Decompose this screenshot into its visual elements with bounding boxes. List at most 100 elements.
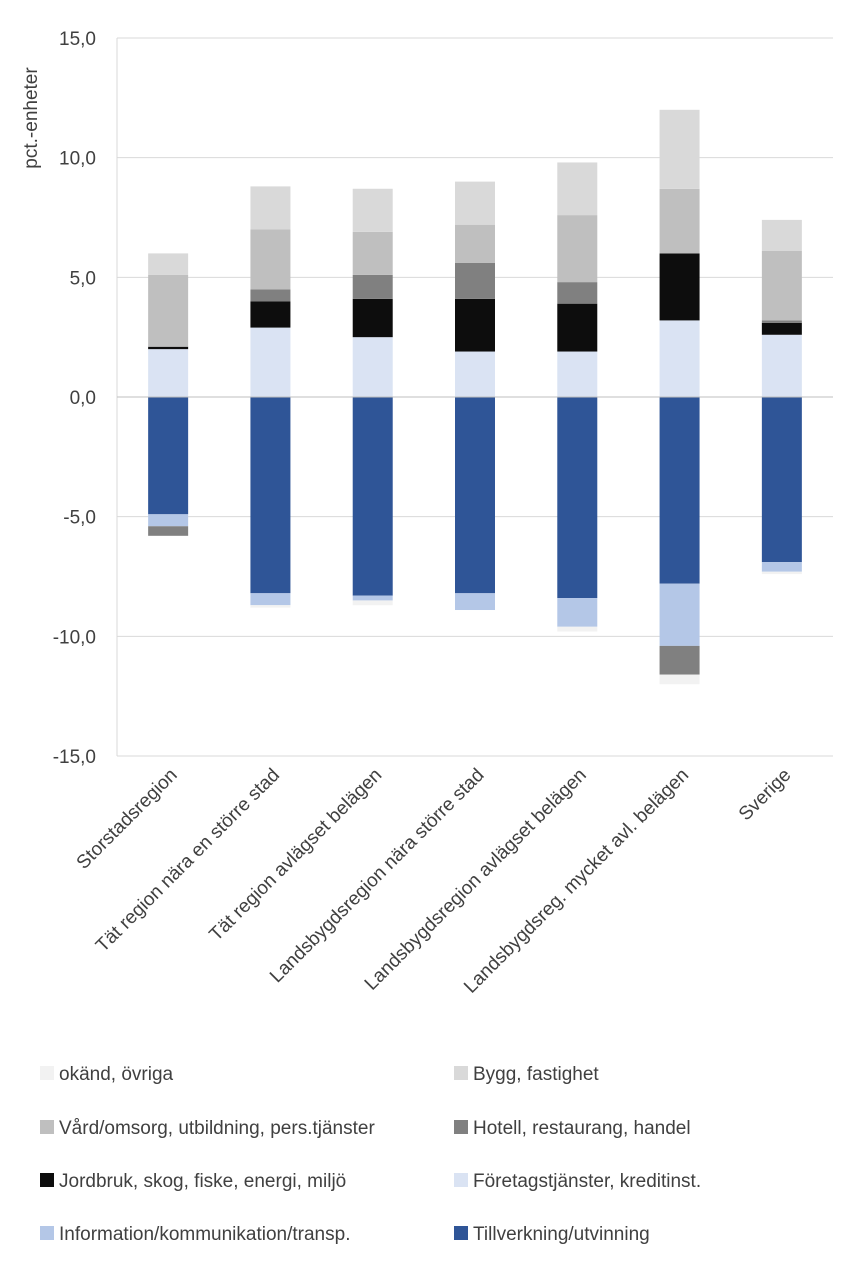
bar-segment: [455, 298, 495, 352]
bar-segment: [557, 626, 598, 632]
bar-segment: [761, 397, 802, 563]
y-tick-label: -10,0: [53, 627, 96, 648]
bar-segment: [352, 595, 393, 601]
legend-item: Företagstjänster, kreditinst.: [454, 1171, 701, 1192]
legend-item: Hotell, restaurang, handel: [454, 1118, 691, 1139]
category-label: Landsbygdsregion nära större stad: [266, 765, 488, 987]
bar-segment: [557, 303, 598, 352]
bar-segment: [148, 274, 189, 347]
y-tick-label: 5,0: [70, 268, 96, 289]
legend-label: Information/kommunikation/transp.: [59, 1224, 350, 1245]
y-tick-label: -15,0: [53, 747, 96, 768]
bar-segment: [761, 320, 802, 323]
legend-swatch: [454, 1173, 468, 1187]
bar-segment: [148, 397, 189, 515]
legend-swatch: [40, 1173, 54, 1187]
legend-label: Vård/omsorg, utbildning, pers.tjänster: [59, 1118, 375, 1139]
bar-segment: [250, 327, 291, 397]
bar-segment: [148, 349, 189, 397]
bar-segment: [148, 514, 189, 527]
category-label: Tät region nära en större stad: [92, 765, 284, 957]
legend-label: okänd, övriga: [59, 1064, 174, 1085]
legend-label: Hotell, restaurang, handel: [473, 1118, 691, 1139]
legend-item: Bygg, fastighet: [454, 1064, 599, 1085]
bar-segment: [761, 251, 802, 321]
bar-segment: [761, 571, 802, 575]
bar-segment: [250, 229, 291, 290]
bar-segment: [659, 188, 700, 254]
bars: [148, 109, 802, 685]
legend-label: Bygg, fastighet: [473, 1064, 599, 1085]
bar-segment: [659, 253, 700, 321]
bar-segment: [761, 322, 802, 335]
y-tick-label: -5,0: [63, 508, 96, 529]
bar-segment: [557, 351, 598, 397]
legend-label: Företagstjänster, kreditinst.: [473, 1171, 701, 1192]
bar-segment: [250, 593, 291, 606]
bar-segment: [148, 253, 189, 275]
bar-segment: [352, 231, 393, 275]
y-tick-label: 10,0: [59, 149, 96, 170]
bar-segment: [352, 298, 393, 338]
category-label: Tät region avlägset belägen: [206, 765, 387, 946]
category-label: Landsbygdsreg. mycket avl. belägen: [460, 765, 693, 998]
y-axis-title: pct.-enheter: [21, 67, 42, 169]
category-label: Storstadsregion: [73, 765, 182, 874]
bar-segment: [659, 645, 700, 675]
bar-segment: [352, 274, 393, 299]
legend-swatch: [454, 1120, 468, 1134]
bar-segment: [557, 162, 598, 216]
legend: okänd, övriga Bygg, fastighet Vård/omsorg,…: [40, 1064, 701, 1245]
legend-swatch: [40, 1066, 54, 1080]
bar-segment: [250, 397, 291, 594]
bar-segment: [659, 674, 700, 685]
legend-swatch: [40, 1226, 54, 1240]
bar-segment: [455, 593, 495, 611]
bar-segment: [250, 186, 291, 230]
legend-label: Jordbruk, skog, fiske, energi, miljö: [59, 1171, 346, 1192]
bar-segment: [148, 526, 189, 536]
legend-swatch: [454, 1226, 468, 1240]
bar-segment: [352, 397, 393, 596]
bar-segment: [250, 301, 291, 328]
legend-swatch: [40, 1120, 54, 1134]
bar-segment: [659, 109, 700, 189]
y-tick-label: 0,0: [70, 388, 96, 409]
legend-item: Information/kommunikation/transp.: [40, 1224, 350, 1245]
legend-label: Tillverkning/utvinning: [473, 1224, 650, 1245]
bar-segment: [250, 605, 291, 608]
bar-segment: [659, 397, 700, 584]
bar-segment: [557, 598, 598, 627]
bar-segment: [659, 320, 700, 397]
bar-segment: [352, 188, 393, 232]
bar-segment: [455, 181, 495, 225]
bar-segment: [455, 224, 495, 263]
bar-segment: [352, 337, 393, 397]
bar-segment: [761, 219, 802, 252]
bar-segment: [557, 215, 598, 283]
bar-segment: [455, 397, 495, 594]
axes: [116, 38, 833, 756]
bar-segment: [761, 562, 802, 572]
legend-item: Jordbruk, skog, fiske, energi, miljö: [40, 1171, 346, 1192]
bar-segment: [761, 334, 802, 397]
legend-item: Tillverkning/utvinning: [454, 1224, 650, 1245]
bar-segment: [557, 282, 598, 304]
category-label: Sverige: [735, 765, 795, 825]
legend-swatch: [454, 1066, 468, 1080]
y-tick-label: 15,0: [59, 29, 96, 50]
legend-item: okänd, övriga: [40, 1064, 174, 1085]
y-tick-labels: 15,0 10,0 5,0 0,0 -5,0 -10,0 -15,0: [53, 29, 96, 768]
bar-segment: [659, 583, 700, 646]
category-label: Landsbygdsregion avlägset belägen: [361, 765, 591, 995]
legend-item: Vård/omsorg, utbildning, pers.tjänster: [40, 1118, 375, 1139]
bar-segment: [455, 351, 495, 397]
bar-segment: [250, 289, 291, 302]
bar-segment: [352, 600, 393, 606]
bar-segment: [455, 262, 495, 299]
bar-segment: [148, 346, 189, 350]
bar-segment: [557, 397, 598, 599]
